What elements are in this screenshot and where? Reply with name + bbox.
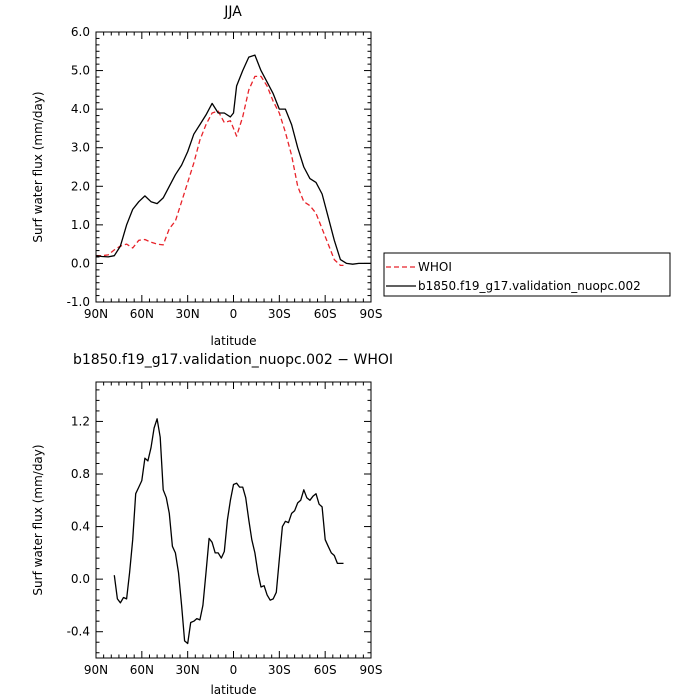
x-tick-label: 90S bbox=[360, 663, 383, 677]
legend-label-2: b1850.f19_g17.validation_nuopc.002 bbox=[418, 279, 641, 293]
x-tick-label: 60S bbox=[314, 307, 337, 321]
plot-frame bbox=[95, 381, 372, 659]
y-tick-label: 4.0 bbox=[71, 102, 90, 116]
x-axis-label: latitude bbox=[210, 334, 256, 348]
x-axis-label: latitude bbox=[210, 683, 256, 697]
chart-2: 90N 60N 30N 0 30S 60S 90S -0.4 0.0 0.4 0.8 1.2 b1850… bbox=[31, 352, 393, 697]
x-tick-label: 60S bbox=[314, 663, 337, 677]
x-tick-label: 60N bbox=[130, 663, 154, 677]
y-tick-label: 0.0 bbox=[71, 256, 90, 270]
y-tick-label: -0.4 bbox=[67, 625, 90, 639]
y-tick-label: 1.2 bbox=[71, 414, 90, 428]
y-axis-label: Surf water flux (mm/day) bbox=[31, 91, 45, 242]
y-tick-label: 0.0 bbox=[71, 572, 90, 586]
y-tick-label: 3.0 bbox=[71, 141, 90, 155]
x-tick-label: 30S bbox=[268, 307, 291, 321]
y-tick-label: 5.0 bbox=[71, 64, 90, 78]
chart-title: JJA bbox=[223, 4, 242, 20]
y-tick-label: 6.0 bbox=[71, 25, 90, 39]
x-tick-label: 0 bbox=[230, 307, 238, 321]
x-tick-label: 0 bbox=[230, 663, 238, 677]
series-line-2 bbox=[95, 54, 371, 265]
series-line-1 bbox=[113, 418, 344, 645]
x-tick-label: 30S bbox=[268, 663, 291, 677]
y-tick-label: 1.0 bbox=[71, 218, 90, 232]
chart-1: 90N 60N 30N 0 30S 60S 90S -1.0 0.0 1.0 2.0 3.0 4.0 5.… bbox=[31, 4, 671, 348]
legend: WHOI b1850.f19_g17.validation_nuopc.002 bbox=[383, 252, 671, 297]
y-tick-label: -1.0 bbox=[67, 295, 90, 309]
y-tick-label: 0.8 bbox=[71, 467, 90, 481]
y-tick-label: 2.0 bbox=[71, 179, 90, 193]
legend-label-1: WHOI bbox=[418, 260, 452, 274]
legend-box bbox=[383, 252, 671, 297]
x-tick-label: 90N bbox=[84, 307, 108, 321]
x-tick-label: 30N bbox=[176, 663, 200, 677]
x-tick-label: 60N bbox=[130, 307, 154, 321]
series-line-1 bbox=[96, 75, 344, 267]
x-tick-label: 90N bbox=[84, 663, 108, 677]
plot-frame bbox=[95, 31, 372, 303]
y-tick-label: 0.4 bbox=[71, 520, 90, 534]
y-axis-label: Surf water flux (mm/day) bbox=[31, 444, 45, 595]
x-tick-label: 90S bbox=[360, 307, 383, 321]
chart-title: b1850.f19_g17.validation_nuopc.002 − WHO… bbox=[73, 352, 393, 368]
x-tick-label: 30N bbox=[176, 307, 200, 321]
